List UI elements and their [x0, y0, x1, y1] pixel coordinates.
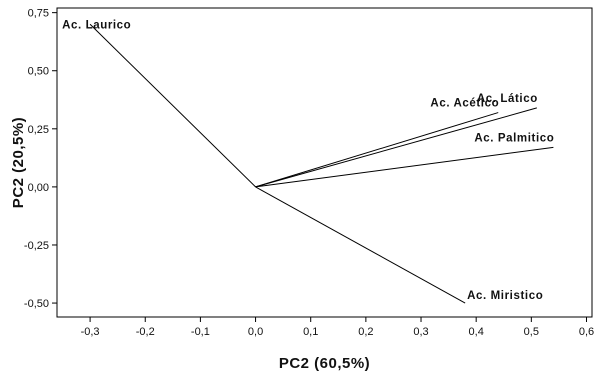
x-tick-label: -0,2 — [136, 326, 155, 338]
loading-vectors — [89, 23, 554, 304]
vector-label: Ac. Palmitico — [474, 132, 554, 144]
vector-label: Ac. Acético — [430, 98, 499, 110]
vector-label: Ac. Lático — [477, 93, 538, 105]
plot-border — [56, 7, 593, 318]
x-tick-label: 0,5 — [524, 326, 539, 338]
x-tick-label: 0,2 — [358, 326, 373, 338]
x-tick-label: 0,1 — [303, 326, 318, 338]
x-tick-label: 0,3 — [413, 326, 428, 338]
vector-label: Ac. Laurico — [62, 19, 131, 31]
loading-vector — [89, 23, 256, 188]
loading-vector — [255, 112, 499, 188]
y-tick-label: -0,25 — [24, 240, 49, 252]
vector-label: Ac. Miristico — [467, 290, 543, 302]
y-tick-label: 0,25 — [28, 124, 49, 136]
y-tick-label: 0,00 — [28, 182, 49, 194]
y-tick-label: 0,50 — [28, 66, 49, 78]
y-tick-label: -0,50 — [24, 298, 49, 310]
plot-frame — [56, 7, 593, 318]
loading-vector — [255, 146, 554, 188]
x-axis: -0,3 -0,2 -0,1 0,0 0,1 0,2 0,3 0,4 0,5 0,6 — [81, 317, 594, 338]
loading-vector — [255, 186, 466, 304]
x-tick-label: 0,0 — [248, 326, 263, 338]
loading-vector — [255, 107, 537, 188]
x-tick-label: -0,1 — [191, 326, 210, 338]
x-tick-label: 0,4 — [469, 326, 484, 338]
x-tick-label: 0,6 — [579, 326, 594, 338]
y-tick-label: 0,75 — [28, 8, 49, 20]
y-axis-title: PC2 (20,5%) — [10, 117, 27, 208]
x-tick-label: -0,3 — [81, 326, 100, 338]
y-axis: 0,75 0,50 0,25 0,00 -0,25 -0,50 — [24, 8, 57, 310]
x-axis-title: PC2 (60,5%) — [279, 355, 370, 372]
